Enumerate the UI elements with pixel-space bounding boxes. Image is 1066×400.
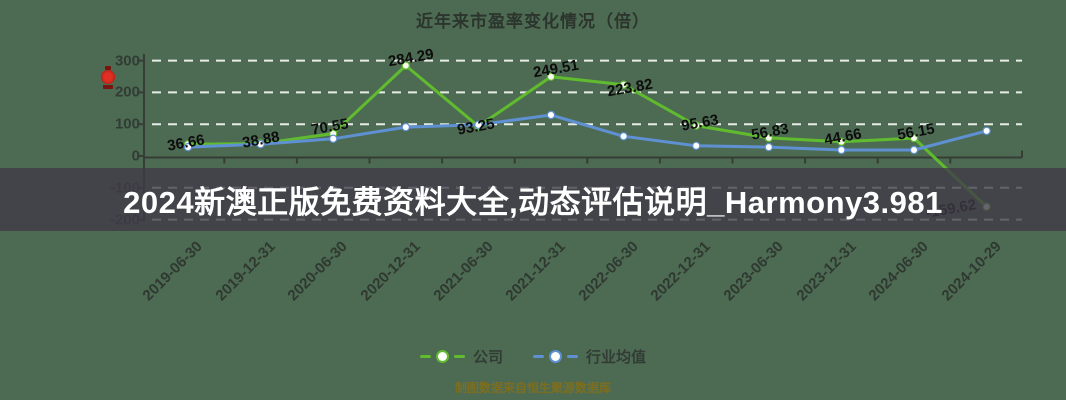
data-point[interactable] (546, 110, 556, 120)
data-point[interactable] (619, 80, 628, 90)
chart-title: 近年来市盈率变化情况（倍） (416, 12, 650, 31)
data-point[interactable] (909, 133, 919, 143)
legend-circle-icon (549, 350, 562, 363)
data-point[interactable] (474, 120, 483, 130)
data-point[interactable] (764, 142, 774, 152)
company-line (186, 64, 989, 209)
data-point[interactable] (546, 72, 556, 81)
banner-text: 2024新澳正版免费资料大全,动态评估说明_Harmony3.981 (123, 185, 943, 220)
chart-legend: 公司 行业均值 (0, 346, 1066, 367)
legend-circle-icon (435, 350, 449, 363)
legend-label: 行业均值 (586, 349, 647, 366)
legend-label: 公司 (472, 349, 503, 366)
legend-line-icon (567, 355, 578, 358)
data-point[interactable] (692, 121, 701, 130)
data-point[interactable] (619, 132, 628, 141)
y-tick-label: 200 (114, 83, 140, 101)
data-point[interactable] (401, 61, 410, 70)
watermark-banner: 2024新澳正版免费资料大全,动态评估说明_Harmony3.981 (0, 168, 1066, 231)
data-point[interactable] (764, 133, 774, 143)
legend-item-industry[interactable]: 行业均值 (533, 346, 646, 367)
data-source-caption: 制图数据来自恒生聚源数据库 (454, 381, 611, 395)
red-seal-cap (105, 66, 111, 70)
y-tick-label: 100 (114, 115, 140, 133)
data-point[interactable] (837, 145, 846, 155)
legend-item-company[interactable]: 公司 (419, 346, 503, 367)
legend-line-icon (453, 355, 465, 358)
red-seal-icon (100, 66, 116, 92)
data-point[interactable] (837, 137, 846, 146)
red-seal-body (101, 70, 115, 84)
legend-line-icon (533, 355, 544, 358)
data-point[interactable] (982, 126, 991, 136)
data-point[interactable] (183, 142, 193, 152)
data-point[interactable] (401, 122, 410, 132)
y-tick-label: 300 (114, 52, 140, 70)
data-point[interactable] (329, 134, 338, 143)
industry-line (186, 113, 989, 152)
data-point[interactable] (692, 141, 701, 150)
data-point[interactable] (909, 145, 919, 155)
legend-line-icon (419, 355, 431, 358)
y-tick-label: 0 (131, 147, 140, 165)
data-point[interactable] (256, 139, 265, 149)
red-seal-base (103, 85, 113, 89)
